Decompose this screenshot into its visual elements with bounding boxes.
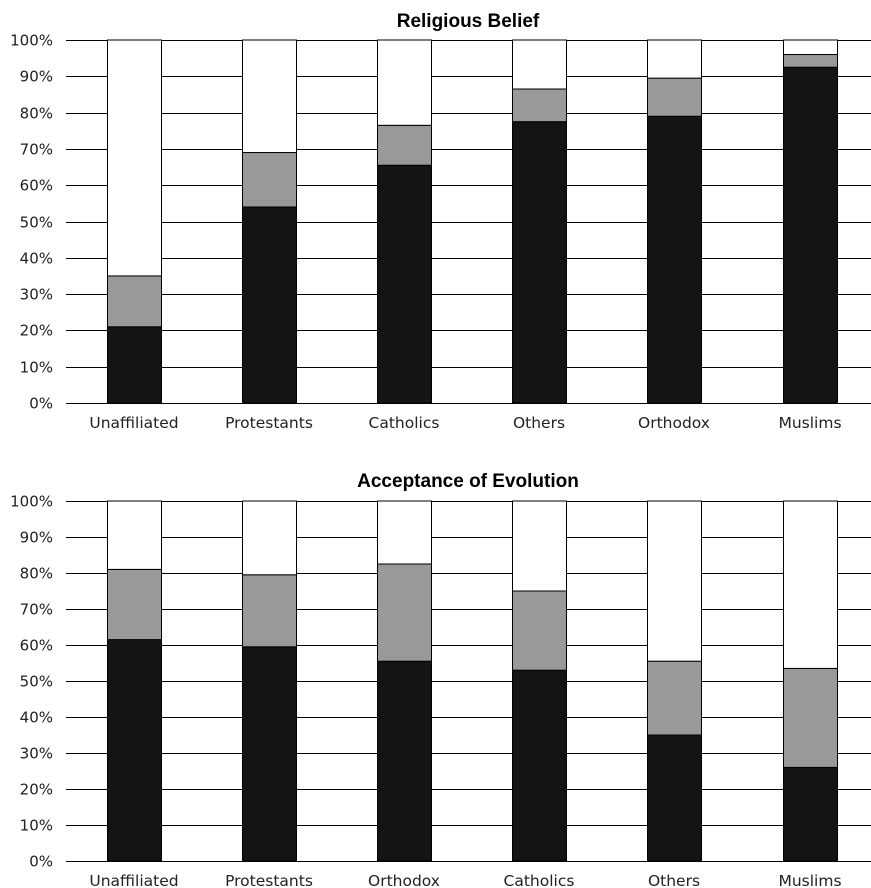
y-tick-label: 90% <box>20 68 53 86</box>
category-label-catholics: Catholics <box>369 414 440 432</box>
y-tick-label: 10% <box>20 817 53 835</box>
category-label-unaffiliated: Unaffiliated <box>89 414 178 432</box>
y-tick-label: 60% <box>20 637 53 655</box>
bar-catholics-middle <box>377 124 432 166</box>
y-tick-label: 70% <box>20 141 53 159</box>
bar-catholics-middle <box>512 590 567 671</box>
y-tick-label: 30% <box>20 286 53 304</box>
bar-muslims-bottom <box>783 66 838 404</box>
bar-catholics-bottom <box>512 669 567 862</box>
y-tick-label: 20% <box>20 322 53 340</box>
chart-title: Religious Belief <box>397 11 540 32</box>
y-tick-label: 0% <box>29 853 53 871</box>
y-tick-label: 70% <box>20 601 53 619</box>
bar-unaffiliated-bottom <box>107 639 162 862</box>
bar-catholics-top <box>377 39 432 126</box>
bar-unaffiliated-top <box>107 39 162 277</box>
category-label-unaffiliated: Unaffiliated <box>89 872 178 888</box>
bar-orthodox-middle <box>377 563 432 662</box>
bar-orthodox-top <box>647 39 702 79</box>
y-tick-label: 40% <box>20 250 53 268</box>
acceptance-of-evolution-chart: Acceptance of Evolution 0% 10% 20% 30% 40% 50%… <box>10 471 871 888</box>
bar-muslims-middle <box>783 54 838 68</box>
bar-catholics-bottom <box>377 164 432 404</box>
y-tick-label: 90% <box>20 529 53 547</box>
y-tick-label: 80% <box>20 105 53 123</box>
bar-protestants-middle <box>242 574 297 648</box>
bar-others-middle <box>647 660 702 736</box>
bar-muslims-top <box>783 39 838 56</box>
bar-others-top <box>647 500 702 662</box>
y-tick-label: 0% <box>29 395 53 413</box>
bar-others-bottom <box>647 734 702 862</box>
y-tick-label: 80% <box>20 565 53 583</box>
category-label-others: Others <box>513 414 565 432</box>
category-label-muslims: Muslims <box>778 414 841 432</box>
bar-unaffiliated-middle <box>107 275 162 328</box>
category-label-others: Others <box>648 872 700 888</box>
bar-others-middle <box>512 88 567 123</box>
category-label-orthodox: Orthodox <box>638 414 710 432</box>
y-tick-label: 40% <box>20 709 53 727</box>
y-tick-label: 50% <box>20 673 53 691</box>
bar-others-top <box>512 39 567 90</box>
category-label-protestants: Protestants <box>225 872 313 888</box>
y-tick-label: 10% <box>20 359 53 377</box>
category-label-catholics: Catholics <box>504 872 575 888</box>
category-label-muslims: Muslims <box>778 872 841 888</box>
bar-unaffiliated-top <box>107 500 162 570</box>
bar-orthodox-bottom <box>647 115 702 404</box>
bar-protestants-bottom <box>242 646 297 862</box>
bar-others-bottom <box>512 121 567 404</box>
chart-title: Acceptance of Evolution <box>357 471 579 492</box>
bar-protestants-bottom <box>242 206 297 404</box>
y-tick-label: 20% <box>20 781 53 799</box>
bar-muslims-bottom <box>783 766 838 862</box>
bar-catholics-top <box>512 500 567 592</box>
y-tick-label: 30% <box>20 745 53 763</box>
religious-belief-chart: Religious Belief 0% 10% 20% 30% 40% 50% 60% 70% 8… <box>10 11 871 432</box>
y-tick-label: 100% <box>10 493 53 511</box>
bar-unaffiliated-bottom <box>107 326 162 404</box>
y-tick-label: 60% <box>20 177 53 195</box>
bar-muslims-middle <box>783 667 838 768</box>
bar-protestants-middle <box>242 152 297 208</box>
bar-orthodox-middle <box>647 77 702 117</box>
bar-orthodox-bottom <box>377 660 432 862</box>
y-tick-label: 100% <box>10 32 53 50</box>
y-tick-label: 50% <box>20 214 53 232</box>
bar-muslims-top <box>783 500 838 669</box>
bar-protestants-top <box>242 500 297 576</box>
bar-orthodox-top <box>377 500 432 565</box>
bar-unaffiliated-middle <box>107 568 162 641</box>
category-label-orthodox: Orthodox <box>368 872 440 888</box>
category-label-protestants: Protestants <box>225 414 313 432</box>
bar-protestants-top <box>242 39 297 154</box>
